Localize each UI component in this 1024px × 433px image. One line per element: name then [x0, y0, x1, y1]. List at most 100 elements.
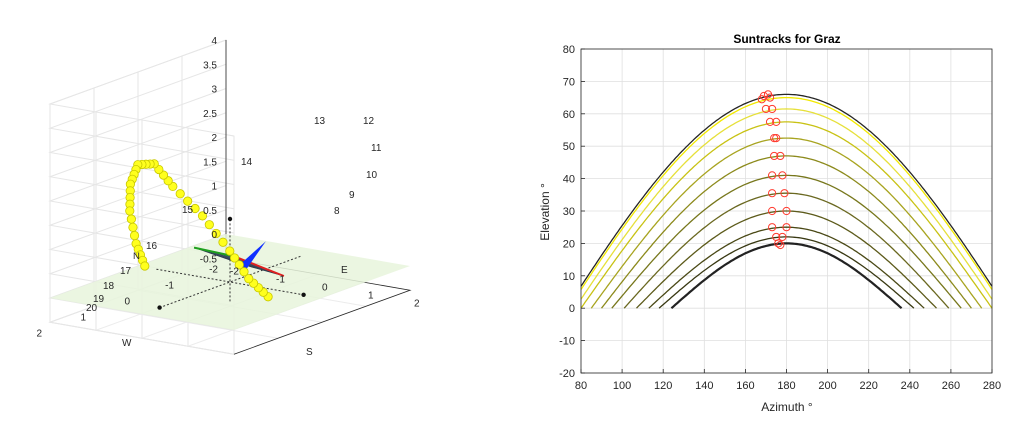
- x-axis-label: Azimuth °: [761, 400, 813, 414]
- z-tick-label: 0: [211, 230, 217, 241]
- sun-point: [218, 237, 228, 247]
- x-tick-label: 200: [818, 380, 836, 392]
- x-tick-label: 240: [901, 380, 919, 392]
- sun-point: [140, 261, 150, 271]
- suntrack-line: [636, 210, 937, 309]
- hour-label-19: 19: [93, 294, 105, 305]
- sun-marker: [768, 104, 777, 114]
- hour-label-10: 10: [366, 170, 378, 181]
- sun-marker: [768, 171, 777, 180]
- hour-label-8: 8: [334, 206, 340, 217]
- sun-marker: [770, 151, 779, 161]
- plot-axes: 80 100 120 140 160 180 200 220 240 260 280 -20 -10 0 1…: [559, 44, 1001, 392]
- compass-arrowhead: [301, 292, 306, 297]
- hour-label-9: 9: [349, 190, 355, 201]
- sun-marker: [772, 134, 781, 143]
- suntrack-line: [623, 192, 950, 309]
- compass-arrowhead: [227, 216, 233, 222]
- z-tick-label: 3: [211, 85, 217, 96]
- sun-marker: [780, 189, 789, 198]
- hour-label-15: 15: [182, 205, 194, 216]
- compass-label-north: N: [133, 251, 140, 262]
- z-tick-label: 1.5: [203, 157, 217, 168]
- sun-point: [225, 246, 235, 256]
- y-tick-label: 0: [569, 303, 575, 315]
- sun-point: [197, 211, 208, 221]
- sun-point: [190, 203, 200, 214]
- sun-marker: [782, 223, 791, 232]
- sun-marker: [768, 189, 777, 198]
- y-tick-label: -2: [209, 264, 218, 275]
- sun-point: [244, 274, 254, 284]
- sun-point: [234, 260, 244, 270]
- suntrack-line: [658, 236, 915, 309]
- suntracks-2d-plot: Suntracks for Graz 80 100 120 140 160 180 200 2…: [538, 32, 1001, 414]
- z-tick-label: 2.5: [203, 109, 217, 120]
- compass-label-east: E: [341, 265, 348, 276]
- sun-point: [204, 220, 214, 230]
- x-tick-label: 100: [613, 380, 631, 392]
- y-tick-label: 80: [563, 44, 575, 56]
- y-tick-label: 1: [80, 312, 86, 323]
- hour-label-16: 16: [146, 241, 158, 252]
- x-tick-label: 260: [942, 380, 960, 392]
- sun-point: [211, 228, 221, 239]
- x-tick-label: 1: [368, 290, 374, 301]
- suntrack-line: [590, 137, 983, 309]
- sun-marker: [778, 171, 787, 180]
- sun-point: [239, 267, 249, 277]
- hour-label-17: 17: [120, 266, 132, 277]
- y-tick-label: -20: [559, 368, 575, 380]
- suntrack-line: [580, 108, 993, 300]
- sun-marker: [776, 151, 785, 161]
- x-tick-label: 80: [575, 380, 587, 392]
- x-tick-label: -1: [276, 274, 285, 285]
- compass-label-south: S: [306, 347, 313, 358]
- compass-arrowhead: [157, 305, 162, 310]
- y-tick-label: 0: [124, 296, 130, 307]
- x-tick-label: 220: [860, 380, 878, 392]
- y-tick-label: 40: [563, 174, 575, 186]
- x-tick-label: -2: [230, 266, 239, 277]
- sun-marker: [772, 117, 781, 127]
- chart-title: Suntracks for Graz: [733, 32, 840, 46]
- sun-point: [129, 230, 140, 241]
- suntrack-line: [600, 155, 972, 309]
- hour-label-14: 14: [241, 157, 253, 168]
- x-tick-label: 140: [695, 380, 713, 392]
- suntrack-line: [670, 242, 903, 310]
- x-tick-label: 2: [414, 298, 420, 309]
- y-tick-label: 70: [563, 76, 575, 88]
- sun-marker: [765, 117, 775, 127]
- y-tick-label: 50: [563, 141, 575, 153]
- compass-axis: [156, 268, 304, 296]
- x-tick-label: 280: [983, 380, 1001, 392]
- suntrack-lines: [580, 93, 993, 310]
- ground-surface: [50, 234, 410, 330]
- compass-axis: [159, 255, 301, 309]
- z-tick-label: 1: [211, 182, 217, 193]
- y-tick-label: 60: [563, 109, 575, 121]
- sun-point: [183, 196, 193, 206]
- sun-marker: [768, 223, 777, 232]
- x-tick-label: 0: [322, 282, 328, 293]
- sun-marker: [761, 104, 771, 114]
- y-tick-label: 10: [563, 271, 575, 283]
- y-axis-label: Elevation °: [538, 183, 552, 241]
- x-tick-label: 120: [654, 380, 672, 392]
- sun-point: [126, 214, 136, 224]
- y-tick-label: -1: [165, 280, 174, 291]
- sun-point: [229, 253, 240, 263]
- hour-label-18: 18: [103, 281, 115, 292]
- y-tick-label: 20: [563, 238, 575, 250]
- sun-point: [125, 206, 135, 216]
- sun-marker: [757, 95, 766, 104]
- z-tick-label: 0.5: [203, 206, 217, 217]
- sun-marker: [765, 93, 775, 102]
- panel-edge-red: [233, 255, 285, 277]
- suntrack-line: [580, 121, 993, 309]
- sun-marker: [782, 206, 791, 216]
- x-tick-label: 160: [736, 380, 754, 392]
- sun-marker: [776, 240, 785, 250]
